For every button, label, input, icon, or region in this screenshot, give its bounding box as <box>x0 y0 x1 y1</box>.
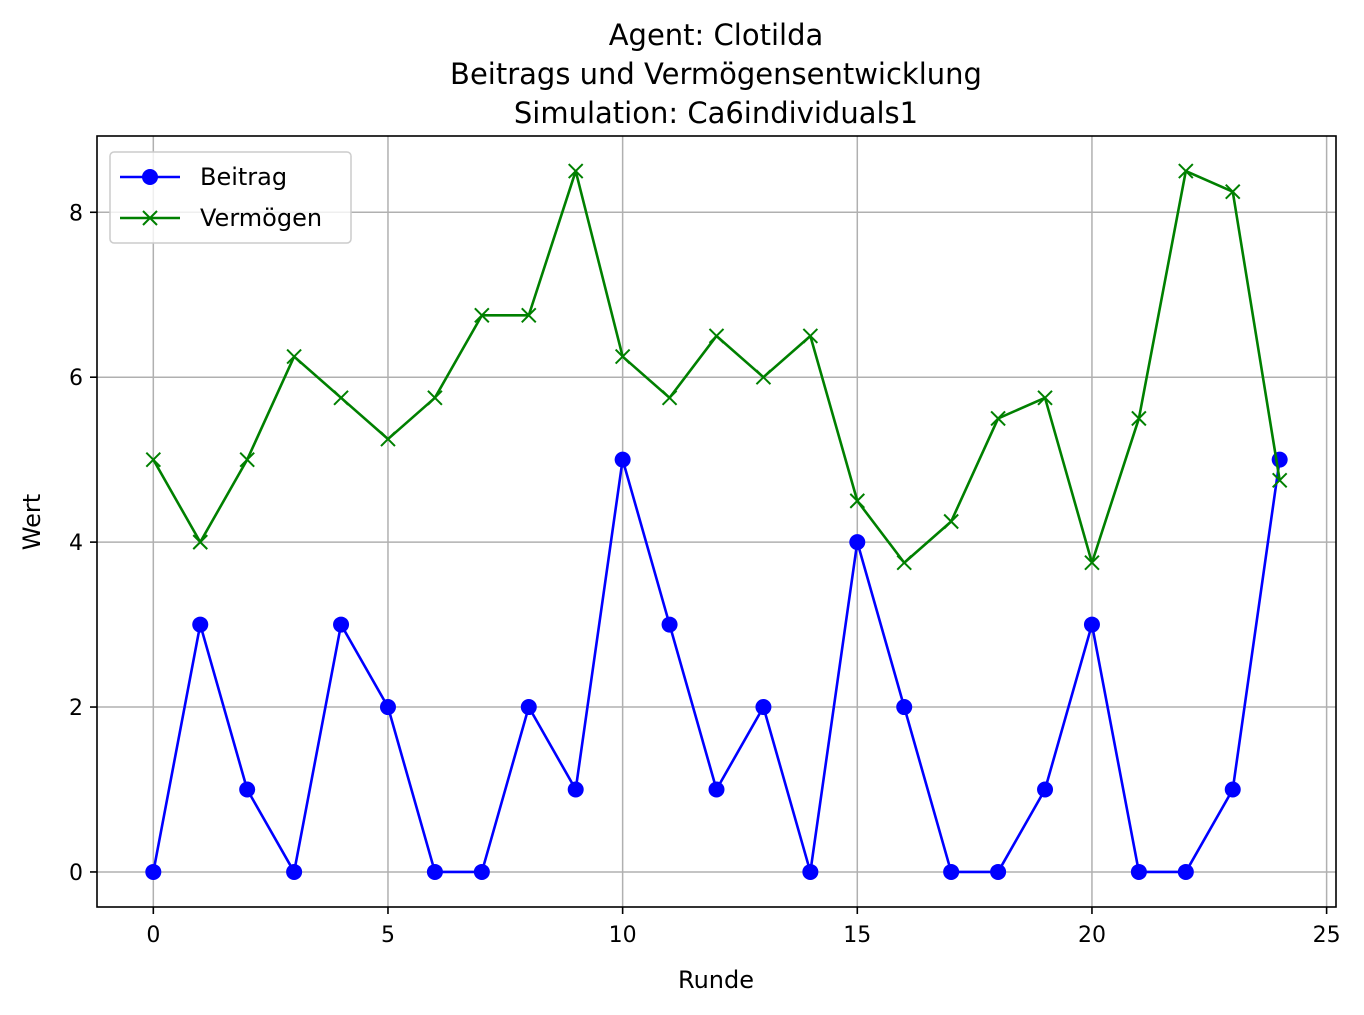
data-point-beitrag <box>943 863 960 880</box>
plot-area-frame <box>96 135 1337 908</box>
data-point-vermoegen <box>943 513 959 530</box>
chart-title-line-2: Beitrags und Vermögensentwicklung <box>450 57 982 91</box>
data-point-beitrag <box>661 616 678 633</box>
data-point-vermoegen <box>1271 472 1288 488</box>
series-vermoegen <box>145 163 1288 571</box>
data-point-vermoegen <box>661 390 678 406</box>
data-point-beitrag <box>145 863 162 880</box>
x-tick-label: 15 <box>843 923 871 948</box>
legend-box <box>109 151 352 244</box>
y-axis-label: Wert <box>18 494 46 550</box>
x-axis-label: Runde <box>678 966 754 994</box>
data-point-vermoegen <box>1037 390 1053 406</box>
data-point-vermoegen <box>614 348 631 365</box>
data-point-beitrag <box>990 863 1007 880</box>
y-tick-label: 4 <box>69 531 83 556</box>
data-point-vermoegen <box>145 451 162 468</box>
data-point-beitrag <box>755 699 772 716</box>
data-point-beitrag <box>1130 863 1147 880</box>
data-point-beitrag <box>473 863 490 880</box>
data-point-vermoegen <box>755 369 772 385</box>
data-point-vermoegen <box>1084 555 1100 571</box>
data-point-vermoegen <box>192 534 208 550</box>
chart-title-line-1: Agent: Clotilda <box>609 18 824 52</box>
series-line-beitrag <box>152 458 1281 874</box>
data-point-vermoegen <box>708 328 725 344</box>
data-point-beitrag <box>896 699 913 716</box>
data-point-beitrag <box>239 781 256 798</box>
x-tick-label: 25 <box>1313 923 1341 948</box>
legend-label-beitrag: Beitrag <box>200 163 287 191</box>
data-point-beitrag <box>1177 863 1194 880</box>
data-point-beitrag <box>849 534 866 551</box>
data-point-vermoegen <box>286 348 302 365</box>
data-point-beitrag <box>614 451 631 468</box>
data-point-beitrag <box>1271 451 1288 468</box>
data-point-vermoegen <box>802 328 819 344</box>
data-point-vermoegen <box>990 410 1006 427</box>
data-point-vermoegen <box>333 390 349 406</box>
series-beitrag <box>145 451 1288 880</box>
data-point-beitrag <box>1037 781 1054 798</box>
data-point-beitrag <box>520 699 537 716</box>
legend-marker-beitrag <box>142 169 158 185</box>
data-point-beitrag <box>567 781 584 798</box>
data-point-vermoegen <box>896 555 912 571</box>
data-point-vermoegen <box>1178 163 1194 179</box>
data-point-beitrag <box>192 616 209 633</box>
chart-title-line-3: Simulation: Ca6individuals1 <box>514 96 918 130</box>
data-point-vermoegen <box>427 390 443 406</box>
data-point-beitrag <box>379 699 396 716</box>
data-point-vermoegen <box>849 493 866 509</box>
data-point-beitrag <box>286 863 303 880</box>
x-tick-label: 0 <box>146 923 160 948</box>
data-point-vermoegen <box>567 163 584 179</box>
axis-ticks: 0 5 10 15 20 25 0 2 4 6 8 <box>69 201 1341 948</box>
data-point-beitrag <box>1224 781 1241 798</box>
legend-label-vermoegen: Vermögen <box>200 204 322 232</box>
data-point-beitrag <box>708 781 725 798</box>
y-tick-label: 8 <box>69 201 83 226</box>
data-point-beitrag <box>1083 616 1100 633</box>
data-point-vermoegen <box>380 431 396 447</box>
x-tick-label: 10 <box>609 923 637 948</box>
data-point-beitrag <box>333 616 350 633</box>
y-tick-label: 2 <box>69 696 83 721</box>
y-tick-label: 0 <box>69 861 83 886</box>
data-point-beitrag <box>802 863 819 880</box>
legend-marker-vermoegen <box>142 210 158 226</box>
x-tick-label: 5 <box>381 923 395 948</box>
data-point-beitrag <box>426 863 443 880</box>
legend: Beitrag Vermögen <box>109 151 352 244</box>
data-point-vermoegen <box>1131 410 1147 427</box>
data-point-vermoegen <box>239 451 255 468</box>
data-point-vermoegen <box>474 307 490 324</box>
y-tick-label: 6 <box>69 366 83 391</box>
series-layer <box>145 163 1288 880</box>
data-point-vermoegen <box>521 307 537 324</box>
x-tick-label: 20 <box>1078 923 1106 948</box>
data-point-vermoegen <box>1225 183 1241 200</box>
